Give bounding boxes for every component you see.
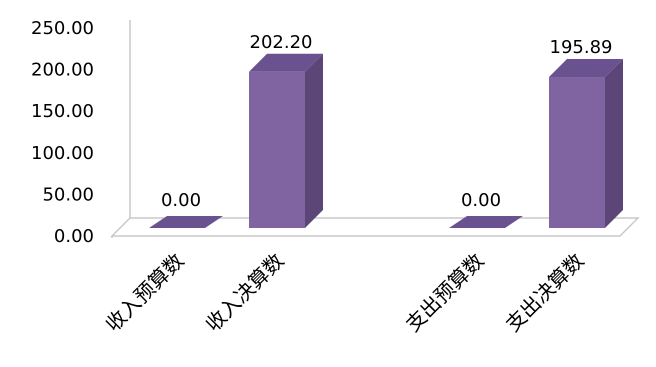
- y-tick-label: 100.00: [31, 143, 94, 164]
- data-label: 0.00: [461, 190, 501, 211]
- category-label: 收入决算数: [201, 249, 289, 337]
- bar-side: [605, 59, 623, 229]
- bar-top: [149, 216, 223, 228]
- y-axis-ticks: 0.00 50.00 100.00 150.00 200.00 250.00: [31, 18, 94, 247]
- data-label: 0.00: [161, 190, 201, 211]
- category-labels: 收入预算数 收入决算数 支出预算数 支出决算数: [101, 249, 589, 337]
- bar-front: [249, 71, 305, 229]
- chart-axes: [110, 20, 640, 238]
- data-label: 202.20: [250, 32, 313, 53]
- bar-top: [449, 216, 523, 228]
- bar-top: [249, 53, 323, 72]
- category-label: 收入预算数: [101, 249, 189, 337]
- y-tick-label: 0.00: [54, 226, 94, 247]
- bar: [549, 59, 623, 229]
- category-label: 支出预算数: [401, 249, 489, 337]
- data-label: 195.89: [550, 37, 613, 58]
- bar-side: [305, 53, 323, 229]
- category-label: 支出决算数: [501, 249, 589, 337]
- y-tick-label: 50.00: [42, 184, 94, 205]
- y-tick-label: 250.00: [31, 18, 94, 39]
- y-tick-label: 200.00: [31, 60, 94, 81]
- bar-top: [549, 59, 623, 78]
- data-labels: 0.00 202.20 0.00 195.89: [161, 32, 613, 211]
- y-tick-label: 150.00: [31, 101, 94, 122]
- bar: [149, 216, 223, 228]
- bar: [249, 53, 323, 229]
- bars: [149, 53, 623, 229]
- chart-floor: [110, 217, 640, 237]
- bar-front: [549, 77, 605, 228]
- bar: [449, 216, 523, 228]
